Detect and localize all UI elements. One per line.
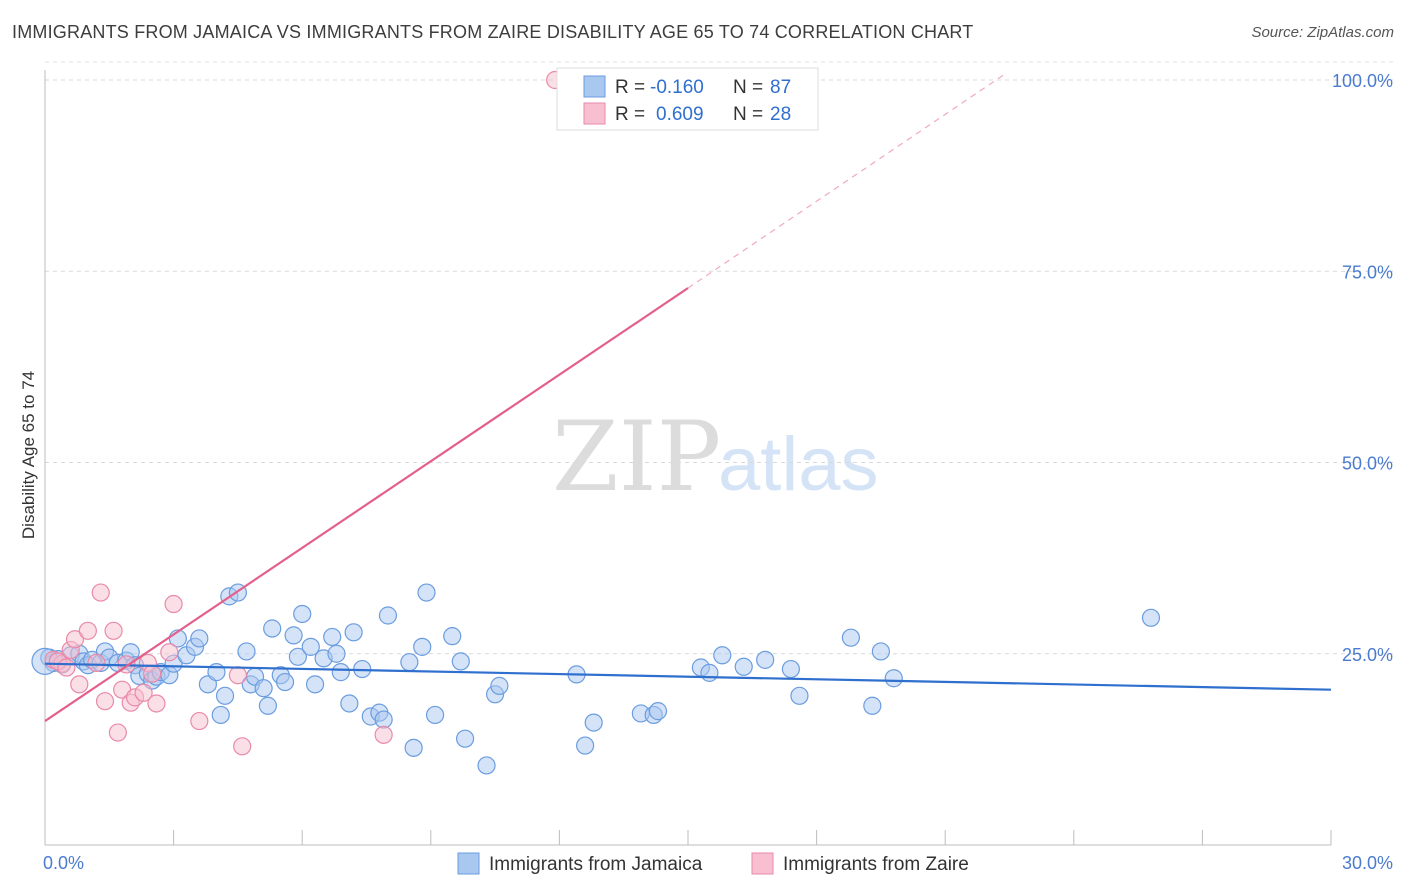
- point-zaire-19: [160, 643, 179, 662]
- point-jamaica-36: [254, 679, 273, 698]
- y-tick-label-1: 75.0%: [1342, 262, 1393, 282]
- point-jamaica-83: [871, 642, 891, 661]
- point-zaire-17: [143, 664, 162, 683]
- point-jamaica-62: [443, 627, 462, 646]
- watermark: ZIP atlas: [552, 401, 879, 513]
- point-jamaica-57: [400, 653, 419, 672]
- axes: [44, 70, 1332, 846]
- trend-line-zaire-extension: [687, 73, 1006, 289]
- y-axis-label: Disability Age 65 to 74: [19, 371, 38, 539]
- legend-n-value-jamaica: 87: [770, 77, 791, 98]
- legend-r-label-jamaica: R =: [615, 77, 645, 98]
- point-jamaica-45: [305, 675, 325, 694]
- bottom-legend-label-zaire: Immigrants from Zaire: [783, 854, 969, 875]
- point-zaire-22: [228, 666, 247, 685]
- point-jamaica-63: [451, 652, 470, 671]
- correlation-legend: R = -0.160 N = 87 R = 0.609 N = 28: [556, 67, 819, 131]
- point-zaire-4: [70, 675, 89, 694]
- point-jamaica-78: [756, 650, 775, 669]
- bottom-legend-swatch-zaire: [751, 852, 774, 875]
- y-tick-label-2: 50.0%: [1342, 454, 1393, 474]
- point-jamaica-58: [404, 738, 423, 757]
- point-jamaica-38: [263, 619, 282, 638]
- y-tick-label-3: 25.0%: [1342, 645, 1393, 665]
- point-jamaica-85: [1141, 608, 1161, 627]
- point-jamaica-81: [841, 628, 860, 647]
- point-jamaica-29: [211, 705, 230, 725]
- point-jamaica-80: [790, 686, 809, 705]
- point-jamaica-65: [477, 756, 496, 775]
- point-jamaica-75: [700, 663, 719, 682]
- point-jamaica-55: [374, 710, 393, 729]
- point-jamaica-44: [301, 637, 320, 656]
- bottom-legend-swatch-jamaica: [457, 852, 480, 875]
- point-jamaica-82: [863, 696, 882, 715]
- legend-n-label-zaire: N =: [733, 104, 763, 125]
- watermark-zip: ZIP: [552, 401, 721, 513]
- trend-lines: [44, 73, 1332, 722]
- point-zaire-5: [78, 621, 97, 640]
- point-jamaica-47: [323, 627, 342, 647]
- point-zaire-27: [57, 658, 76, 677]
- trend-line-zaire: [44, 287, 689, 722]
- trend-line-jamaica: [44, 662, 1332, 691]
- legend-r-label-zaire: R =: [615, 104, 645, 125]
- point-zaire-10: [108, 723, 127, 742]
- point-zaire-21: [190, 711, 209, 731]
- point-jamaica-67: [490, 676, 509, 695]
- point-jamaica-26: [190, 629, 209, 648]
- point-jamaica-77: [734, 657, 753, 676]
- point-jamaica-50: [340, 694, 359, 713]
- point-jamaica-42: [288, 647, 308, 666]
- point-jamaica-79: [781, 659, 800, 679]
- legend-swatch-zaire: [583, 102, 606, 125]
- legend-r-value-jamaica: -0.160: [650, 77, 704, 98]
- point-zaire-15: [134, 683, 153, 702]
- point-zaire-6: [87, 653, 106, 673]
- series-legend: Immigrants from Jamaica Immigrants from …: [457, 852, 969, 875]
- point-jamaica-41: [284, 626, 303, 645]
- point-zaire-18: [147, 694, 166, 713]
- point-jamaica-37: [258, 696, 278, 715]
- point-jamaica-61: [425, 705, 445, 725]
- point-jamaica-48: [327, 644, 346, 663]
- point-zaire-23: [233, 737, 252, 756]
- point-jamaica-43: [293, 604, 312, 624]
- point-jamaica-64: [455, 729, 475, 748]
- point-jamaica-30: [215, 686, 235, 705]
- chart-source: Source: ZipAtlas.com: [1251, 24, 1394, 41]
- tick-labels: 100.0% 75.0% 50.0% 25.0% 0.0% 30.0%: [43, 71, 1393, 873]
- point-zaire-3: [65, 630, 85, 649]
- point-jamaica-76: [713, 646, 732, 665]
- point-zaire-7: [91, 583, 110, 602]
- bottom-legend-label-jamaica: Immigrants from Jamaica: [489, 854, 703, 875]
- point-jamaica-60: [417, 583, 436, 602]
- legend-n-label-jamaica: N =: [733, 77, 763, 98]
- point-jamaica-40: [275, 672, 295, 692]
- point-zaire-20: [164, 594, 183, 614]
- legend-r-value-zaire: 0.609: [656, 104, 704, 125]
- point-jamaica-69: [584, 713, 603, 732]
- point-jamaica-70: [576, 736, 595, 755]
- watermark-atlas: atlas: [718, 422, 879, 507]
- point-jamaica-56: [378, 606, 398, 625]
- point-zaire-8: [95, 692, 115, 711]
- point-jamaica-59: [413, 637, 432, 656]
- gridlines: [45, 61, 1393, 655]
- point-jamaica-73: [648, 702, 668, 721]
- x-tick-label-0: 0.0%: [43, 853, 84, 873]
- chart-title: IMMIGRANTS FROM JAMAICA VS IMMIGRANTS FR…: [12, 22, 974, 42]
- point-jamaica-84: [884, 669, 903, 688]
- point-jamaica-49: [331, 663, 350, 682]
- x-tick-label-1: 30.0%: [1342, 853, 1393, 873]
- point-zaire-9: [104, 621, 123, 640]
- point-zaire-24: [374, 725, 393, 744]
- point-jamaica-33: [237, 642, 256, 661]
- legend-n-value-zaire: 28: [770, 104, 791, 125]
- y-tick-label-0: 100.0%: [1332, 71, 1393, 91]
- legend-swatch-jamaica: [583, 75, 606, 98]
- point-jamaica-51: [344, 623, 363, 642]
